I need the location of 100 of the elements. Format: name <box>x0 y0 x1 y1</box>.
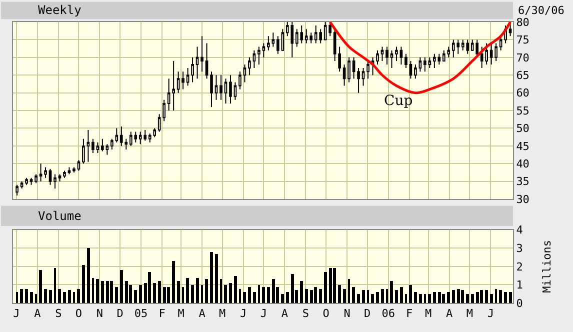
bar <box>20 288 23 303</box>
bar <box>305 288 308 303</box>
candlestick <box>267 36 270 51</box>
bar <box>16 292 18 303</box>
bar <box>177 280 180 303</box>
candlestick <box>68 166 71 175</box>
candlestick <box>272 32 275 48</box>
bar <box>215 254 218 303</box>
candlestick <box>494 42 498 62</box>
candlestick <box>400 46 403 65</box>
y-tick-label: 3 <box>516 242 523 255</box>
candlestick <box>224 78 228 104</box>
bar <box>234 276 237 303</box>
y-tick-label: 45 <box>516 140 530 153</box>
bar <box>153 282 156 303</box>
y-tick-label: 65 <box>516 68 530 82</box>
bar <box>466 294 469 303</box>
bar <box>205 278 208 303</box>
candlestick <box>191 56 194 83</box>
candlestick <box>234 82 237 100</box>
candlestick <box>39 163 42 182</box>
bar <box>291 274 294 303</box>
y-tick-label: 2 <box>516 260 523 274</box>
candlestick <box>77 160 80 172</box>
x-tick-label: S <box>55 307 62 320</box>
bar <box>405 294 407 303</box>
bar <box>386 288 388 303</box>
x-tick-label: N <box>344 307 350 320</box>
bar <box>49 290 52 303</box>
bar <box>129 284 132 303</box>
x-tick-label: D <box>364 307 371 320</box>
text: 6/30/06 <box>518 4 564 17</box>
bar <box>348 278 350 303</box>
bar <box>210 252 213 303</box>
candlestick <box>380 46 384 62</box>
bar <box>461 290 464 303</box>
candlestick <box>214 74 218 100</box>
candlestick <box>182 71 184 90</box>
bar <box>333 268 336 303</box>
bar <box>300 280 303 303</box>
bar <box>376 292 379 303</box>
candlestick <box>63 170 66 178</box>
candlestick <box>262 42 266 58</box>
candlestick <box>490 42 493 65</box>
y-tick-label: 55 <box>516 104 530 118</box>
x-tick-label: J <box>487 307 494 320</box>
bar <box>447 292 450 303</box>
x-tick-label: M <box>466 307 474 320</box>
bar <box>457 288 460 303</box>
bar <box>92 278 94 303</box>
candlestick <box>44 166 47 178</box>
x-tick-label: A <box>198 307 206 320</box>
x-tick-label: O <box>75 307 82 320</box>
candlestick <box>186 68 190 86</box>
bar <box>485 290 488 303</box>
bar <box>471 294 474 303</box>
bar <box>438 292 441 303</box>
candlestick <box>404 53 408 69</box>
candlestick <box>54 174 56 189</box>
candlestick <box>409 60 412 80</box>
bar <box>433 292 436 303</box>
candlestick <box>395 46 398 62</box>
candlestick <box>200 36 204 72</box>
bar <box>476 292 479 303</box>
candlestick <box>115 128 118 143</box>
bar <box>381 288 384 303</box>
candlestick <box>338 46 341 72</box>
chart-title: Weekly <box>38 3 82 17</box>
y-tick-label: 30 <box>516 192 530 206</box>
x-tick-label: J <box>240 307 247 320</box>
x-tick-label: A <box>281 307 288 320</box>
candlestick <box>348 56 350 83</box>
candlestick <box>48 168 52 186</box>
x-tick-label: D <box>116 307 124 320</box>
x-tick-label: M <box>178 307 185 320</box>
x-tick-label: A <box>34 307 42 320</box>
y-tick-label: 70 <box>516 51 530 64</box>
bar <box>191 284 194 303</box>
bar <box>409 284 412 303</box>
bar <box>395 290 398 303</box>
candlestick <box>428 56 432 69</box>
candlestick <box>101 138 104 152</box>
candlestick <box>390 50 394 69</box>
candlestick <box>342 64 346 86</box>
bar <box>243 292 246 303</box>
candlestick <box>210 71 213 108</box>
bar <box>182 286 184 303</box>
annotation: Cup <box>384 93 413 109</box>
candlestick <box>248 56 251 76</box>
bar <box>343 288 346 303</box>
x-tick-label: F <box>158 307 166 320</box>
bar <box>25 288 28 303</box>
bar <box>58 288 61 303</box>
x-tick-label: N <box>96 307 104 320</box>
bar <box>329 268 332 303</box>
bar <box>120 270 123 303</box>
candlestick <box>386 46 388 65</box>
bar <box>272 278 275 303</box>
candlestick <box>110 138 114 150</box>
y-tick-label: 35 <box>516 175 530 188</box>
